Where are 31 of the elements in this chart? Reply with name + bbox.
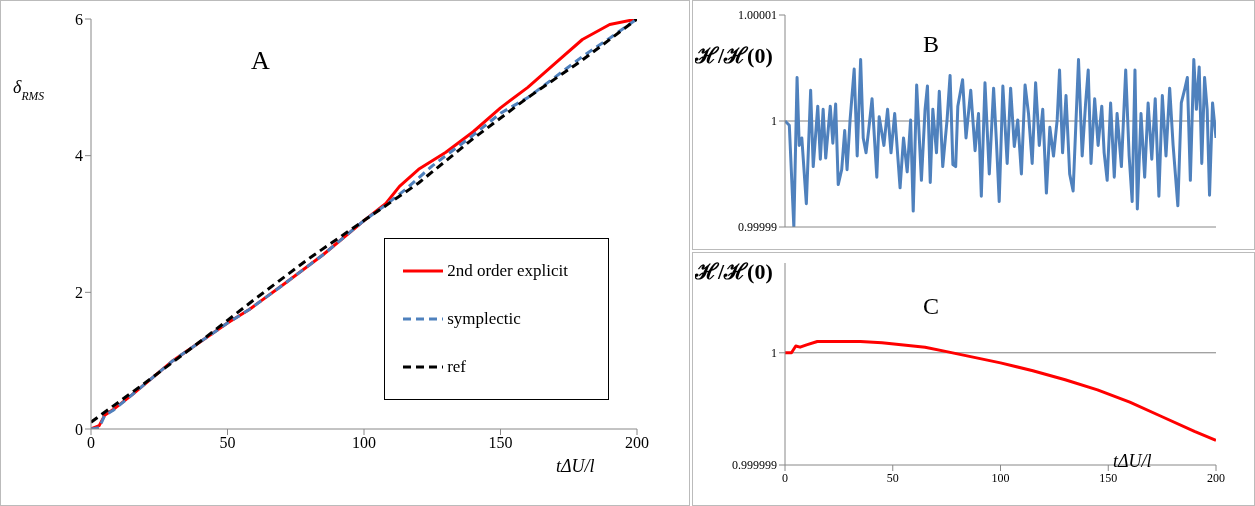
y-tick-label: 0 bbox=[75, 420, 83, 438]
line-series bbox=[785, 340, 1216, 442]
x-tick-label: 150 bbox=[488, 434, 513, 452]
x-tick-label: 200 bbox=[625, 434, 649, 452]
x-tick-label: 100 bbox=[991, 470, 1010, 485]
text: A bbox=[251, 46, 270, 76]
y-axis-title: ℋ/ℋ(0) bbox=[694, 259, 773, 284]
x-tick-label: 50 bbox=[886, 470, 899, 485]
x-axis-title: tΔU/l bbox=[1113, 451, 1152, 472]
x-tick-label: 150 bbox=[1099, 470, 1118, 485]
y-tick-label: 6 bbox=[75, 10, 83, 28]
legend-label: ref bbox=[447, 357, 467, 377]
x-axis-title: tΔU/l bbox=[556, 456, 595, 477]
legend-label: symplectic bbox=[447, 309, 521, 329]
text: C bbox=[923, 293, 940, 320]
y-tick-label: 2 bbox=[75, 284, 83, 302]
y-tick-label: 1.00001 bbox=[738, 8, 777, 23]
y-axis-title: ℋ/ℋ(0) bbox=[694, 43, 773, 68]
x-tick-label: 50 bbox=[219, 434, 236, 452]
x-tick-label: 100 bbox=[352, 434, 376, 452]
text: B bbox=[923, 31, 940, 58]
x-tick-label: 0 bbox=[87, 434, 95, 452]
legend-label: 2nd order explicit bbox=[447, 261, 568, 281]
x-tick-label: 200 bbox=[1207, 470, 1225, 485]
y-tick-label: 0.999999 bbox=[732, 458, 777, 473]
y-tick-label: 1 bbox=[771, 114, 777, 129]
y-axis-title: δ$_{RMS}$ bbox=[13, 77, 45, 103]
y-tick-label: 0.99999 bbox=[738, 220, 777, 235]
y-tick-label: 1 bbox=[771, 346, 777, 361]
y-tick-label: 4 bbox=[75, 147, 83, 165]
x-tick-label: 0 bbox=[782, 470, 788, 485]
